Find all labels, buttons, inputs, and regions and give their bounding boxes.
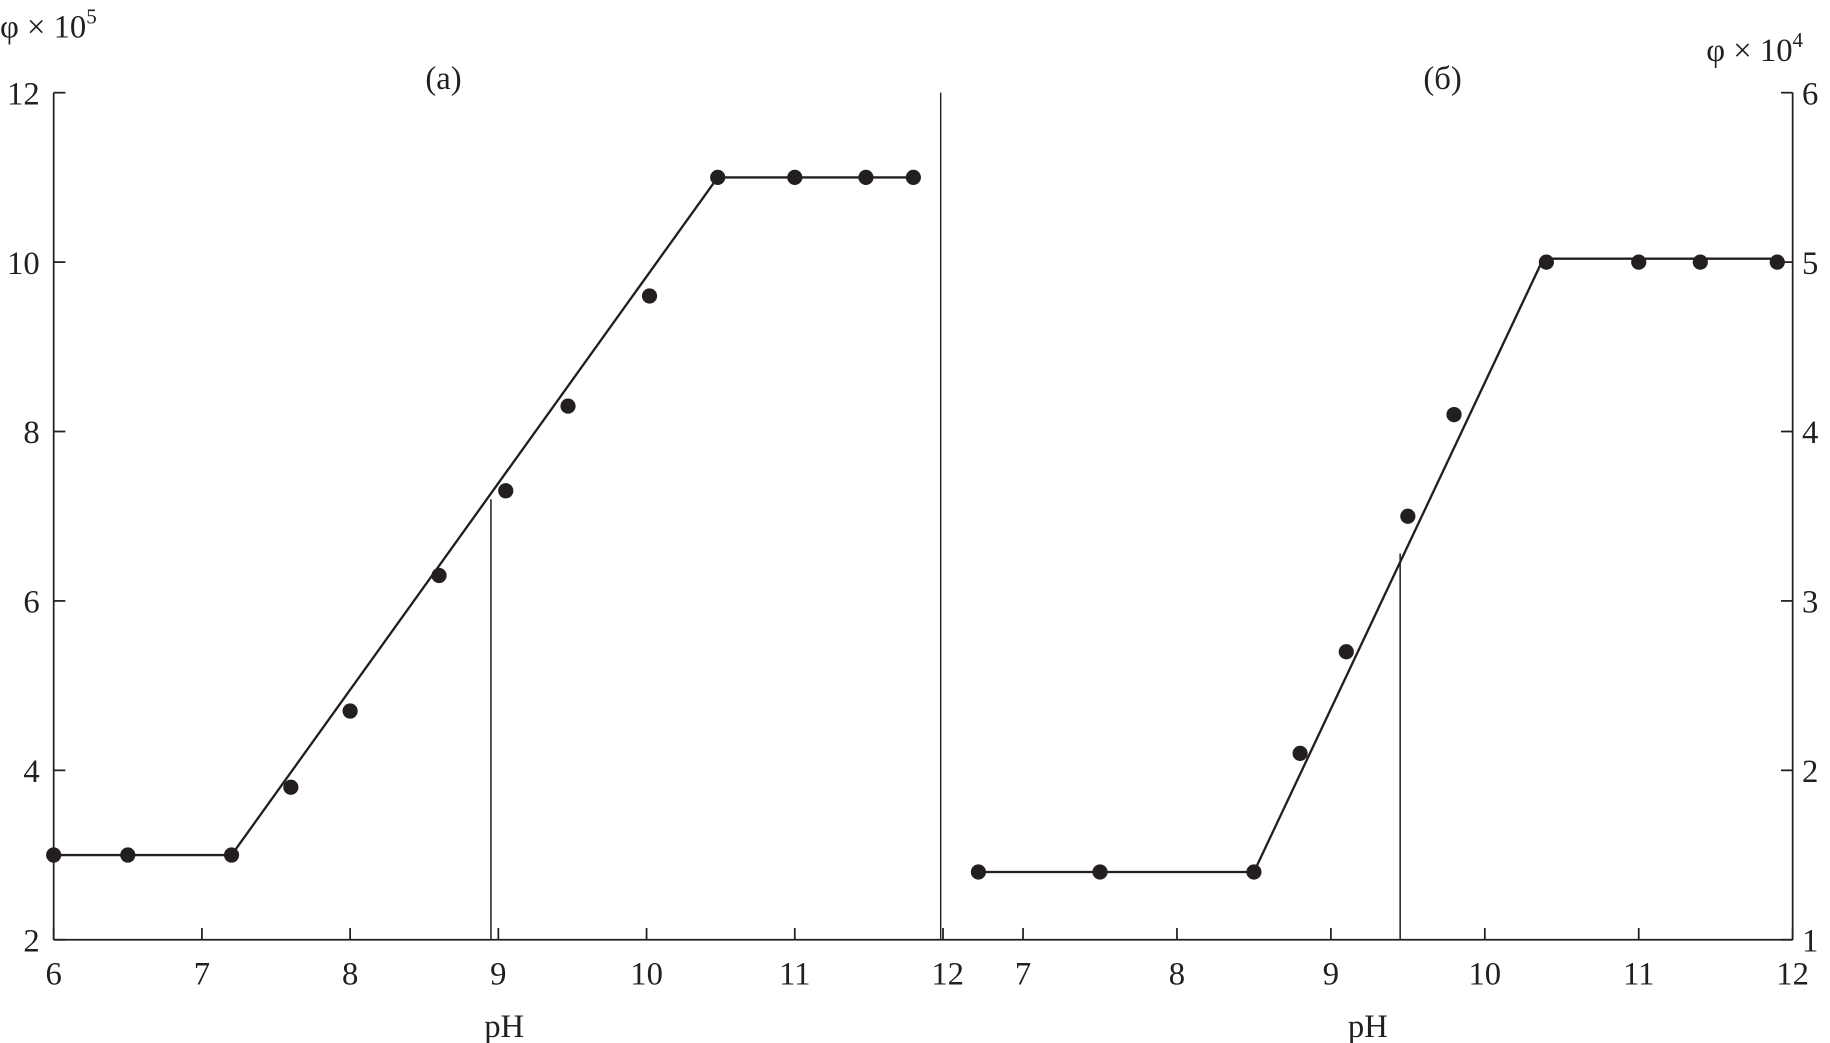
x-tick-label: 6 (46, 956, 62, 992)
x-tick-label: 10 (630, 956, 663, 992)
data-point (1446, 406, 1462, 423)
data-point (1246, 864, 1262, 880)
data-point (858, 169, 874, 186)
x-tick-label: 7 (1015, 956, 1031, 992)
x-tick-label: 12 (931, 956, 964, 992)
data-point (498, 483, 514, 499)
x-tick-label: 11 (779, 956, 810, 992)
data-point (787, 169, 803, 186)
x-tick-label: 10 (1468, 956, 1501, 992)
data-point (641, 288, 658, 304)
data-point (46, 847, 62, 863)
panel-a-ylabel: φ × 105 (0, 4, 97, 45)
x-tick-label: 9 (1323, 956, 1339, 992)
data-point (431, 567, 447, 584)
data-point (970, 864, 986, 880)
y-tick-label: 1 (1802, 923, 1818, 959)
y-tick-label: 10 (7, 246, 40, 282)
x-tick-label: 8 (1169, 956, 1185, 992)
data-point (1092, 864, 1108, 880)
data-point (223, 847, 240, 863)
y-tick-label: 5 (1802, 246, 1818, 282)
data-point (342, 703, 358, 719)
panel-a-xlabel: pH (484, 1009, 524, 1043)
panel-b-ylabel-base: φ × 10 (1706, 33, 1792, 69)
panel-b-xlabel: pH (1348, 1009, 1388, 1043)
panel-b-ylabel-exp: 4 (1793, 28, 1804, 52)
y-tick-label: 4 (1802, 415, 1818, 451)
data-point (1292, 745, 1308, 762)
y-tick-label: 4 (23, 754, 39, 790)
data-point (1631, 254, 1647, 270)
panel-b-ylabel: φ × 104 (1706, 28, 1803, 69)
x-tick-label: 9 (490, 956, 506, 992)
y-tick-label: 3 (1802, 585, 1818, 621)
x-tick-label: 11 (1623, 956, 1654, 992)
x-tick-label: 7 (194, 956, 210, 992)
data-point (1538, 254, 1554, 270)
panel-a-ylabel-exp: 5 (86, 4, 97, 28)
data-point (560, 398, 576, 414)
y-tick-label: 6 (23, 585, 39, 621)
x-tick-label: 12 (1776, 956, 1809, 992)
data-point (1338, 644, 1354, 660)
panel-b-label: (б) (1423, 61, 1461, 97)
fit-line (978, 257, 1778, 874)
panel-a: 6 7 8 9 10 11 12 2 4 6 8 10 12 (7, 76, 964, 992)
y-tick-label: 8 (23, 415, 39, 451)
x-tick-label: 8 (342, 956, 358, 992)
y-tick-label: 12 (7, 76, 40, 112)
y-tick-label: 2 (1802, 754, 1818, 790)
data-point (283, 779, 299, 795)
panel-a-label: (a) (425, 61, 461, 97)
data-point (710, 169, 726, 186)
data-point (120, 847, 136, 863)
data-point (1400, 508, 1416, 524)
data-point (1692, 254, 1708, 270)
data-point (905, 169, 921, 186)
y-tick-label: 2 (23, 923, 39, 959)
data-point (1769, 254, 1785, 270)
y-tick-label: 6 (1802, 76, 1818, 112)
fit-line (53, 176, 914, 857)
panel-a-ylabel-base: φ × 10 (0, 9, 86, 45)
